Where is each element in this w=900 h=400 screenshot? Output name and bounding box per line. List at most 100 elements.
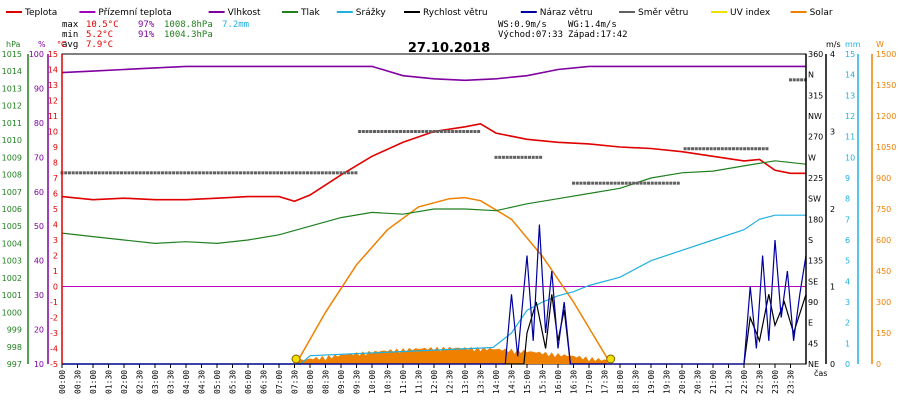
wind-dir-dot: [598, 181, 602, 185]
wind-dir-dot: [451, 130, 455, 133]
wind-dir-dot: [520, 155, 524, 159]
x-tick-label: 01:30: [105, 370, 114, 394]
wind-dir-dot: [650, 181, 654, 185]
x-tick-label: 20:30: [694, 370, 703, 394]
tick-wdir: 225: [808, 174, 823, 183]
wind-dir-dot: [376, 130, 380, 133]
tick-degc: 12: [48, 97, 58, 106]
wind-dir-dot: [665, 181, 669, 185]
wind-dir-dot: [505, 155, 509, 159]
wind-dir-dot: [246, 171, 250, 175]
legend-label-1: Přízemní teplota: [98, 8, 171, 18]
wind-dir-dot: [335, 171, 339, 175]
wind-dir-dot: [194, 171, 198, 175]
tick-mm: 7: [845, 215, 850, 224]
x-tick-label: 11:00: [399, 370, 408, 394]
wind-dir-dot: [279, 171, 283, 175]
sunset-marker: [606, 354, 616, 364]
tick-pct: 30: [34, 291, 44, 300]
x-axis: 00:00 00:30 01:00 01:30 02:00 02:30 03:00 03:30…: [58, 364, 796, 394]
wind-dir-dot: [620, 181, 624, 185]
stat-max-rain: 7.2mm: [222, 20, 249, 30]
wind-dir-dot: [183, 171, 187, 175]
tick-degc: 5: [53, 205, 58, 214]
wind-dir-dot: [624, 181, 628, 185]
wind-dir-dot: [190, 171, 194, 175]
tick-pct: 60: [34, 188, 44, 197]
tick-mm: 11: [845, 133, 855, 142]
tick-ms: 1: [830, 283, 835, 292]
tick-pct: 10: [34, 360, 44, 369]
x-tick-label: 22:00: [740, 370, 749, 394]
tick-wm2: 1050: [876, 143, 896, 152]
wind-dir-dot: [658, 181, 662, 185]
tick-hpa: 1013: [2, 84, 22, 93]
wind-dir-dot: [175, 171, 179, 175]
x-tick-label: 20:00: [678, 370, 687, 394]
axis-label-hpa: hPa: [6, 40, 21, 49]
wind-dir-dot: [387, 130, 391, 133]
wind-dir-dot: [439, 130, 443, 133]
wind-dir-dot: [164, 171, 168, 175]
wind-dir-dot: [179, 171, 183, 175]
tick-wm2: 150: [876, 329, 891, 338]
tick-pct: 80: [34, 119, 44, 128]
legend-label-3: Tlak: [300, 8, 321, 18]
wind-dir-dot: [235, 171, 239, 175]
wind-dir-dot: [361, 130, 365, 133]
legend-label-6: Náraz větru: [540, 8, 593, 18]
wind-dir-dot: [372, 130, 376, 133]
tick-wm2: 900: [876, 174, 891, 183]
tick-mm: 10: [845, 153, 855, 162]
tick-degc: 3: [53, 236, 58, 245]
tick-mm: 3: [845, 298, 850, 307]
tick-degc: 6: [53, 190, 58, 199]
wind-dir-dot: [320, 171, 324, 175]
wind-dir-dot: [354, 171, 358, 175]
wind-dir-dot: [101, 171, 105, 175]
stat-min-label: min: [62, 30, 78, 40]
x-tick-label: 16:30: [570, 370, 579, 394]
wind-info: WS:0.9m/s WG:1.4m/s Východ:07:33 Západ:1…: [498, 20, 628, 40]
chart-title: 27.10.2018: [408, 41, 490, 56]
tick-wm2: 0: [876, 360, 881, 369]
x-tick-label: 08:00: [306, 370, 315, 394]
wind-dir-dot: [97, 171, 101, 175]
stat-avg-label: avg: [62, 40, 78, 50]
stats-block: max 10.5°C 97% 1008.8hPa 7.2mm min 5.2°C…: [62, 20, 249, 50]
wind-dir-dot: [454, 130, 458, 133]
wind-dir-dot: [687, 147, 691, 151]
wind-dir-dot: [417, 130, 421, 133]
wind-dir-dot: [127, 171, 131, 175]
wind-dir-dot: [224, 171, 228, 175]
tick-pct: 90: [34, 84, 44, 93]
wind-dir-dot: [465, 130, 469, 133]
wind-dir-dot: [399, 130, 403, 133]
tick-mm: 13: [845, 91, 855, 100]
tick-wdir: SE: [808, 277, 818, 286]
tick-degc: 0: [53, 283, 58, 292]
tick-degc: 2: [53, 252, 58, 261]
legend-label-4: Srážky: [356, 8, 387, 18]
tick-wdir: N: [808, 71, 814, 80]
wind-dir-dot: [800, 78, 804, 82]
wind-dir-dot: [694, 147, 698, 151]
wind-dir-dot: [720, 147, 724, 151]
wind-dir-dot: [498, 155, 502, 159]
tick-mm: 5: [845, 257, 850, 266]
x-tick-label: 17:00: [585, 370, 594, 394]
wind-dir-dot: [516, 155, 520, 159]
wind-dir-dot: [309, 171, 313, 175]
x-tick-label: 02:00: [120, 370, 129, 394]
x-tick-label: 04:00: [182, 370, 191, 394]
tick-wdir: SW: [808, 195, 821, 204]
x-tick-label: 12:30: [446, 370, 455, 394]
wind-dir-dot: [242, 171, 246, 175]
wind-dir-dot: [761, 147, 765, 151]
wind-dir-dot: [350, 171, 354, 175]
tick-degc: -3: [50, 329, 58, 338]
tick-wdir: E: [808, 319, 813, 328]
tick-hpa: 997: [7, 360, 22, 369]
x-tick-label: 21:30: [725, 370, 734, 394]
wind-dir-dot: [272, 171, 276, 175]
